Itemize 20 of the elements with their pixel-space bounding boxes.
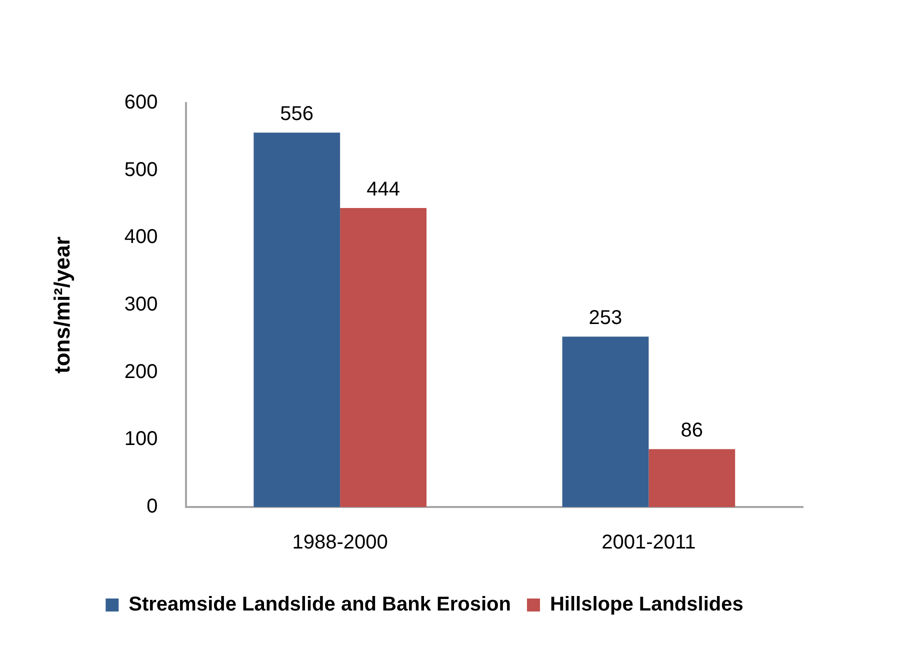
bar <box>648 449 736 507</box>
bar <box>562 336 649 507</box>
y-tick-label: 400 <box>124 226 158 248</box>
y-tick-label: 500 <box>124 158 158 181</box>
data-label: 556 <box>280 103 314 126</box>
y-axis-title: tons/mi²/year <box>49 236 74 374</box>
y-tick-label: 0 <box>146 496 158 518</box>
x-tick-label: 1988-2000 <box>292 532 388 554</box>
data-label: 86 <box>680 420 704 442</box>
data-label: 253 <box>588 307 622 330</box>
x-tick-label: 2001-2011 <box>602 532 696 554</box>
legend-label: Hillslope Landslides <box>550 594 744 616</box>
y-tick-label: 100 <box>124 428 158 450</box>
y-tick-label: 300 <box>124 294 158 316</box>
bar <box>254 132 340 507</box>
y-tick-label: 200 <box>124 360 158 383</box>
data-label: 444 <box>366 178 400 201</box>
legend-label: Streamside Landslide and Bank Erosion <box>128 594 511 616</box>
y-tick-label: 600 <box>124 92 158 114</box>
bar <box>340 208 426 507</box>
